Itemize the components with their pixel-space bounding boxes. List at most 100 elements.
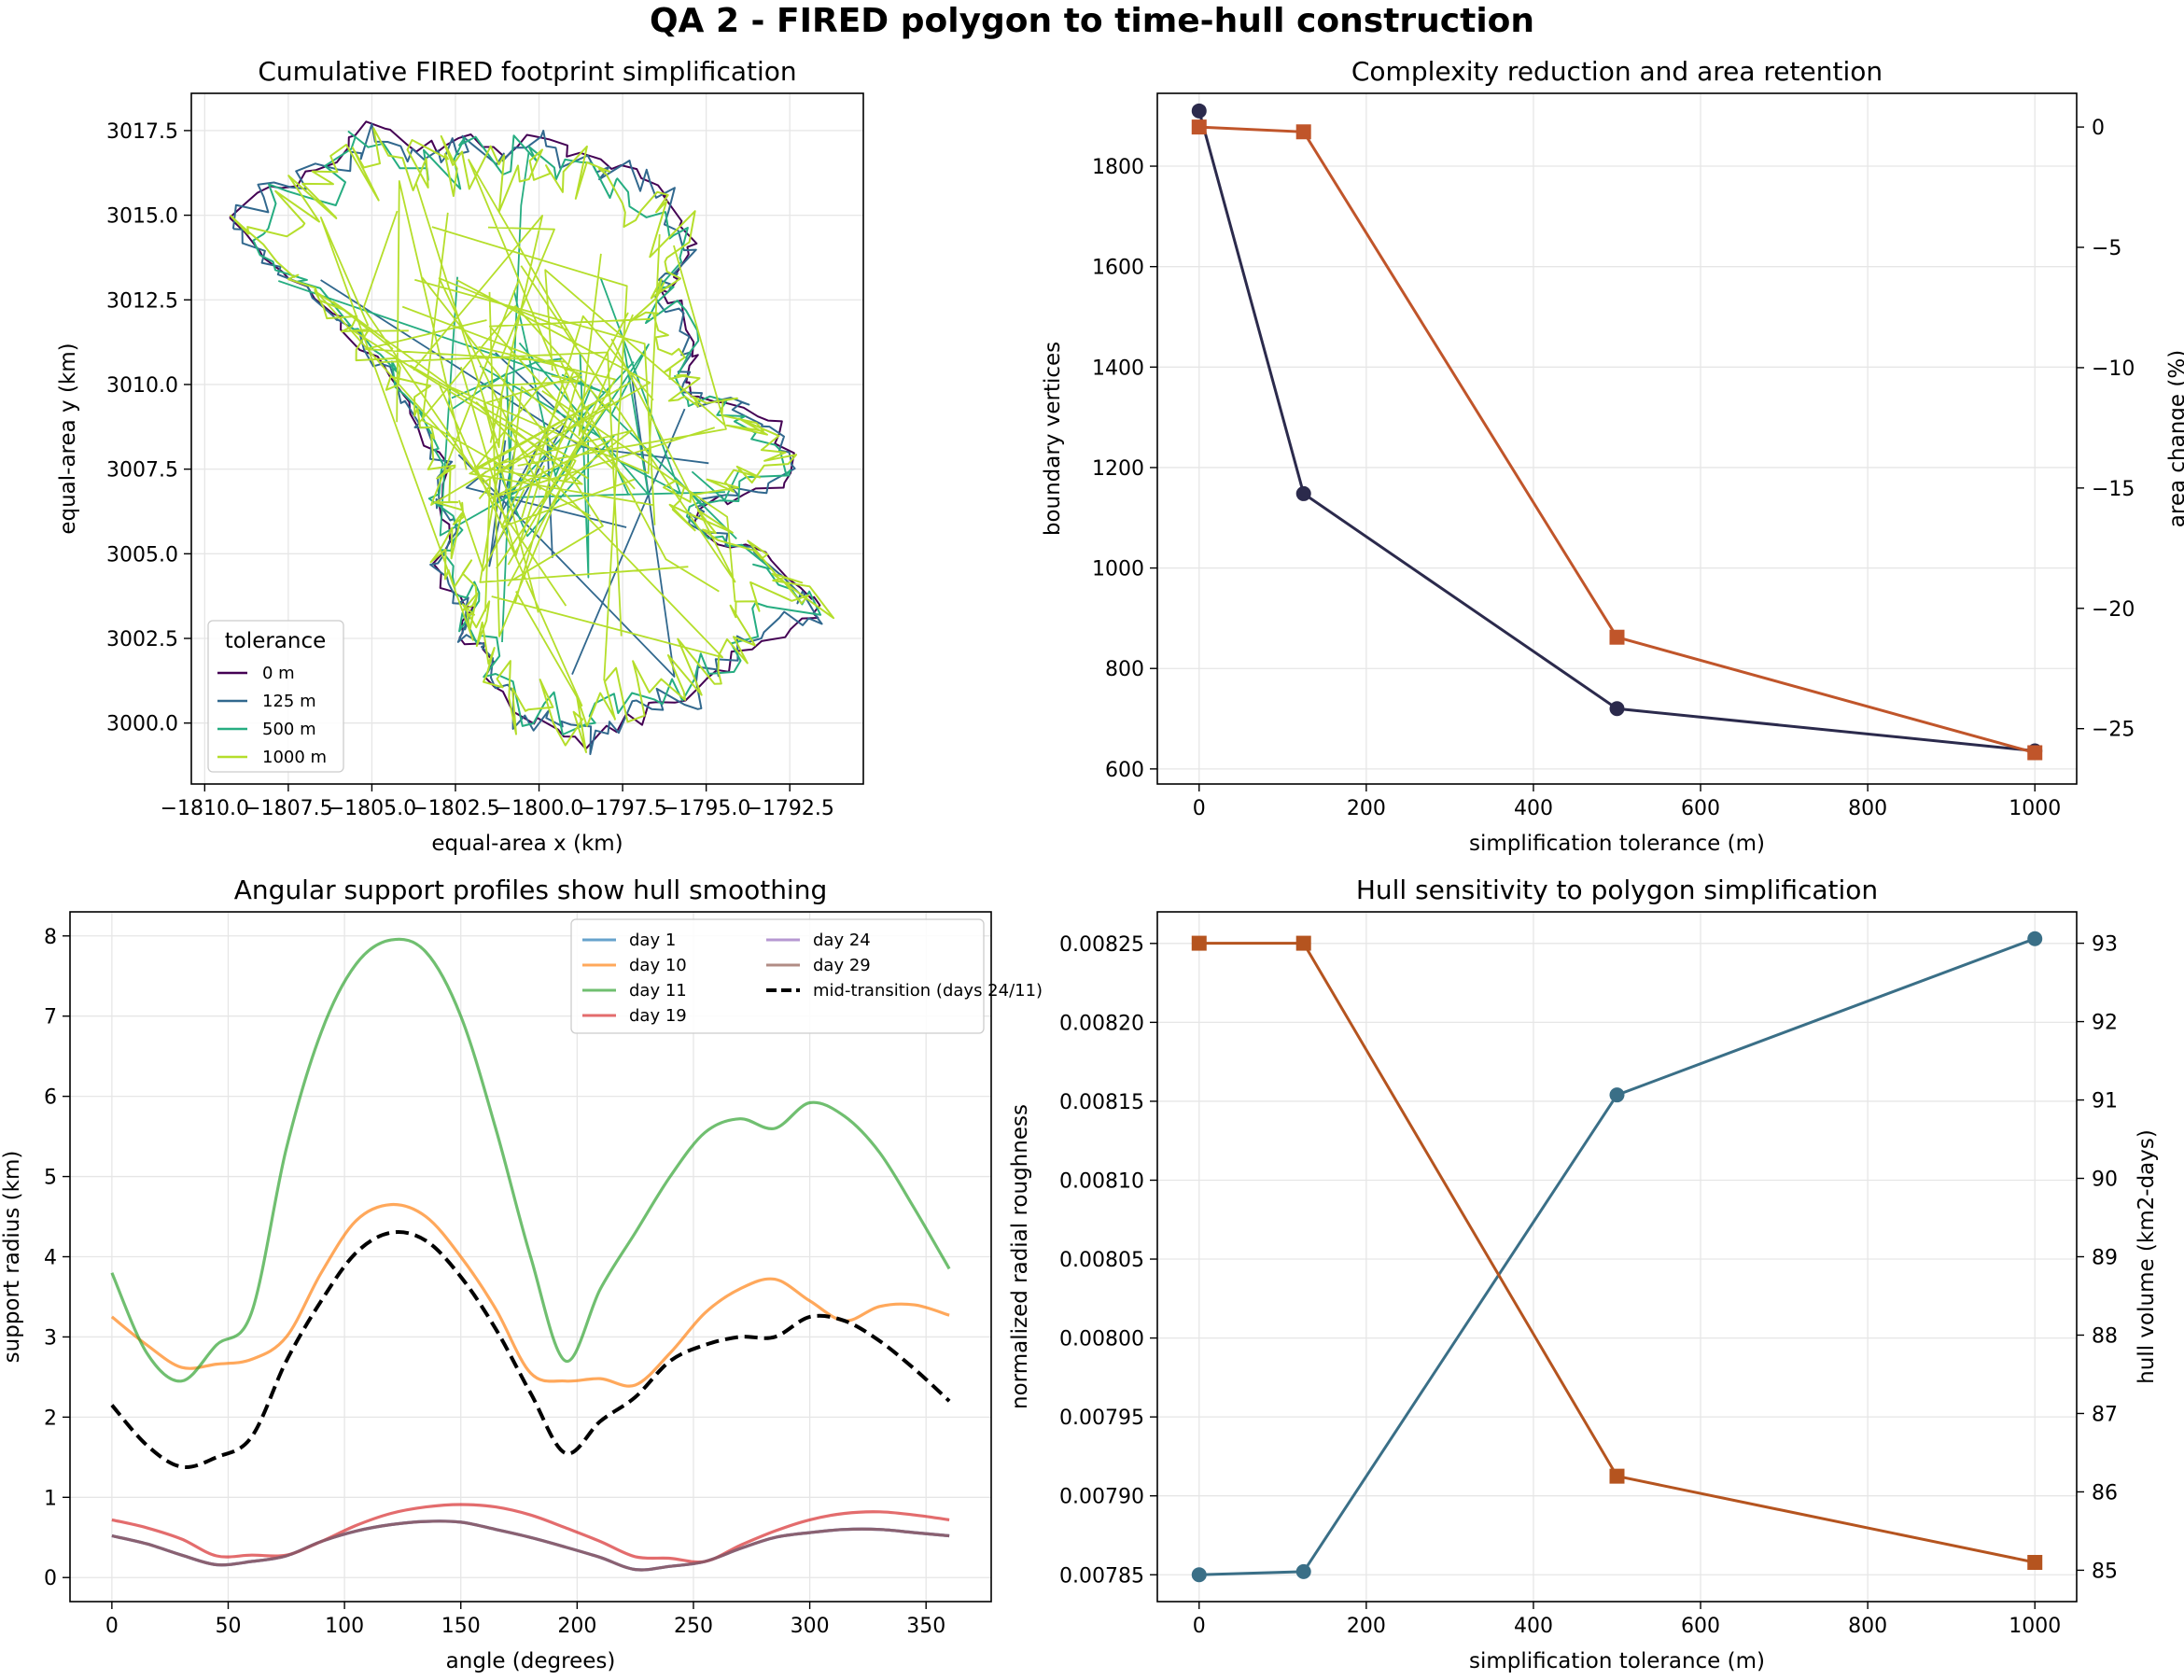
y-right-tick-label: 88 [2092, 1324, 2118, 1348]
y-tick-label: 3 [44, 1326, 57, 1350]
vertices-point [1191, 103, 1207, 119]
legend-label: day 19 [629, 1006, 687, 1026]
x-tick-label: 400 [1514, 1615, 1553, 1638]
complexity-panel: 0 200 400 600 800 1000 600 800 1000 1200 1400 1600 1… [1041, 56, 2184, 856]
y-tick-label: 0.00825 [1059, 933, 1144, 957]
y-tick-label: 0.00815 [1059, 1091, 1144, 1114]
y-tick-label: 3017.5 [106, 120, 178, 144]
y-tick-label: 0.00795 [1059, 1407, 1144, 1430]
x-tick-label: 250 [674, 1615, 713, 1638]
y-tick-label: 3015.0 [106, 205, 178, 229]
axes-frame [1156, 92, 2078, 785]
y-tick-label: 3002.5 [106, 628, 178, 651]
x-tick-label: −1802.5 [411, 797, 499, 820]
x-tick-label: 50 [215, 1615, 241, 1638]
profile-line-day-10 [110, 1202, 950, 1388]
legend-title: tolerance [225, 629, 327, 653]
y-right-tick-label: −15 [2092, 478, 2135, 501]
y-right-tick-label: 86 [2092, 1481, 2118, 1505]
x-tick-label: 800 [1848, 1615, 1887, 1638]
y-right-tick-label: 87 [2092, 1403, 2118, 1426]
legend-label: 125 m [262, 692, 316, 711]
footprint-panel: −1810.0−1807.5−1805.0−1802.5−1800.0−1797… [56, 56, 864, 856]
y-right-tick-label: 92 [2092, 1012, 2118, 1035]
axes-title: Angular support profiles show hull smoot… [234, 875, 827, 905]
x-tick-label: 200 [1347, 797, 1386, 820]
legend-label: day 29 [813, 956, 871, 975]
x-tick-label: 200 [557, 1615, 596, 1638]
y-right-tick-label: 85 [2092, 1560, 2118, 1583]
y-right-tick-label: 93 [2092, 933, 2118, 957]
x-axis-label: simplification tolerance (m) [1469, 1649, 1765, 1673]
profile-line-mid-transition-days-24-11- [110, 1230, 951, 1470]
axes-frame [190, 92, 864, 785]
roughness-point [1609, 1087, 1625, 1103]
y-tick-label: 0.00790 [1059, 1486, 1144, 1509]
vertices-point [1609, 701, 1625, 717]
y-tick-label: 7 [44, 1006, 57, 1029]
x-tick-label: −1800.0 [495, 797, 583, 820]
legend-label: 500 m [262, 720, 316, 739]
x-tick-label: −1792.5 [745, 797, 833, 820]
x-tick-label: 200 [1347, 1615, 1386, 1638]
y-right-tick-label: 0 [2092, 117, 2105, 140]
x-tick-label: 350 [906, 1615, 945, 1638]
y-tick-label: 3005.0 [106, 543, 178, 567]
y-right-tick-label: 90 [2092, 1169, 2118, 1192]
y-axis-label: boundary vertices [1041, 342, 1065, 536]
y-tick-label: 3012.5 [106, 289, 178, 313]
hull-volume-line [1198, 942, 2036, 1564]
y-right-tick-label: −5 [2092, 237, 2121, 260]
vertices-point [1295, 485, 1311, 501]
footprint-boundary-1000m [230, 127, 835, 753]
y-tick-label: 0.00820 [1059, 1012, 1144, 1035]
x-tick-label: 300 [791, 1615, 830, 1638]
y-tick-label: 3010.0 [106, 374, 178, 398]
legend-box [207, 620, 344, 773]
roughness-point [1191, 1567, 1207, 1583]
hull-volume-point [1191, 935, 1207, 951]
y-tick-label: 3000.0 [106, 713, 178, 736]
profile-line-day-29 [111, 1519, 950, 1572]
y-tick-label: 1600 [1092, 257, 1144, 280]
roughness-point [2027, 931, 2043, 946]
y-tick-label: 2 [44, 1407, 57, 1430]
roughness-line [1198, 937, 2036, 1576]
y-tick-label: 1800 [1092, 156, 1144, 179]
footprint-interior-1000m [314, 159, 736, 707]
footprint-boundary-125m [231, 122, 823, 755]
y-tick-label: 0.00805 [1059, 1249, 1144, 1272]
profile-line-day-19 [111, 1503, 950, 1564]
y-tick-label: 0.00785 [1059, 1564, 1144, 1588]
x-tick-label: 1000 [2009, 797, 2061, 820]
y-axis-label: support radius (km) [0, 1151, 24, 1364]
y-right-tick-label: −20 [2092, 598, 2135, 622]
y-tick-label: 0.00810 [1059, 1169, 1144, 1193]
x-tick-label: −1797.5 [578, 797, 666, 820]
x-tick-label: 0 [1193, 1615, 1206, 1638]
x-tick-label: −1795.0 [662, 797, 750, 820]
y-axis-label: equal-area y (km) [56, 343, 80, 534]
hull-volume-point [2027, 1555, 2043, 1571]
hull-panel: 0 200 400 600 800 1000 0.00785 0.00790 0.00795 0.… [1008, 875, 2159, 1673]
legend-label: 0 m [262, 664, 295, 683]
y-tick-label: 1400 [1092, 357, 1144, 380]
footprint-lines [229, 120, 835, 755]
y-tick-label: 4 [44, 1247, 57, 1270]
legend-label: day 24 [813, 931, 871, 950]
x-tick-label: 100 [325, 1615, 364, 1638]
x-tick-label: −1805.0 [328, 797, 416, 820]
axes-frame [1156, 911, 2078, 1603]
legend-label: day 1 [629, 931, 676, 950]
axes-title: Hull sensitivity to polygon simplificati… [1356, 875, 1878, 905]
legend-label: day 11 [629, 981, 687, 1001]
y-right-tick-label: −10 [2092, 357, 2135, 381]
y-right-tick-label: −25 [2092, 719, 2135, 742]
angular-panel: 0 50 100 150 200 250 300 350 0 1 2 3 4 5 6 7 8 angle (deg… [0, 875, 1043, 1673]
hull-volume-point [1295, 935, 1311, 951]
y-tick-label: 0.00800 [1059, 1328, 1144, 1351]
x-axis-label: angle (degrees) [446, 1649, 616, 1673]
y-tick-label: 1 [44, 1487, 57, 1510]
x-tick-label: 0 [105, 1615, 119, 1638]
